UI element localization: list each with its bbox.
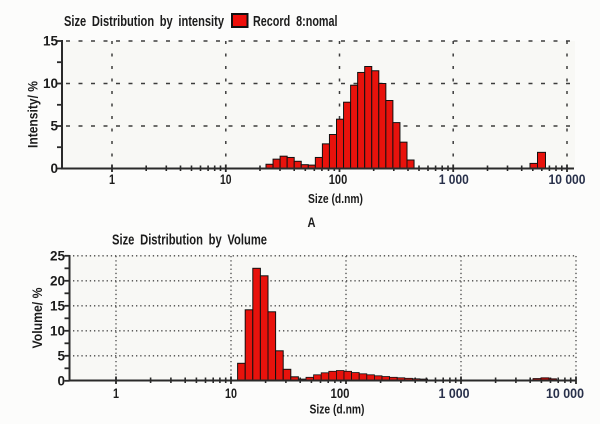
svg-text:10: 10 xyxy=(43,76,58,91)
svg-text:1: 1 xyxy=(113,385,119,401)
svg-text:10: 10 xyxy=(220,172,232,187)
svg-text:20: 20 xyxy=(50,273,65,288)
svg-text:10: 10 xyxy=(50,323,65,338)
svg-text:Size (d.nm): Size (d.nm) xyxy=(310,402,365,417)
svg-text:15: 15 xyxy=(50,298,66,313)
svg-text:5: 5 xyxy=(50,119,58,134)
svg-text:1: 1 xyxy=(109,172,115,187)
svg-text:0: 0 xyxy=(57,373,65,388)
svg-text:100: 100 xyxy=(329,172,348,187)
svg-text:Record 8:nomal: Record 8:nomal xyxy=(253,13,338,30)
svg-text:25: 25 xyxy=(50,248,66,263)
svg-text:A: A xyxy=(308,215,316,230)
svg-text:Size Distribution by Volume: Size Distribution by Volume xyxy=(112,232,267,249)
svg-text:Size (d.nm): Size (d.nm) xyxy=(308,191,363,206)
svg-text:100: 100 xyxy=(331,385,350,401)
svg-text:1 000: 1 000 xyxy=(439,385,470,401)
svg-text:15: 15 xyxy=(43,34,59,49)
svg-text:Size Distribution by intensity: Size Distribution by intensity xyxy=(64,13,224,30)
svg-text:Intensity/ %: Intensity/ % xyxy=(26,81,41,148)
svg-text:10 000: 10 000 xyxy=(549,172,586,187)
svg-text:Volume/ %: Volume/ % xyxy=(30,288,45,349)
svg-text:5: 5 xyxy=(57,348,65,363)
svg-text:1 000: 1 000 xyxy=(439,172,469,187)
svg-text:10 000: 10 000 xyxy=(546,385,584,401)
svg-text:10: 10 xyxy=(225,385,237,401)
svg-text:0: 0 xyxy=(50,161,58,176)
